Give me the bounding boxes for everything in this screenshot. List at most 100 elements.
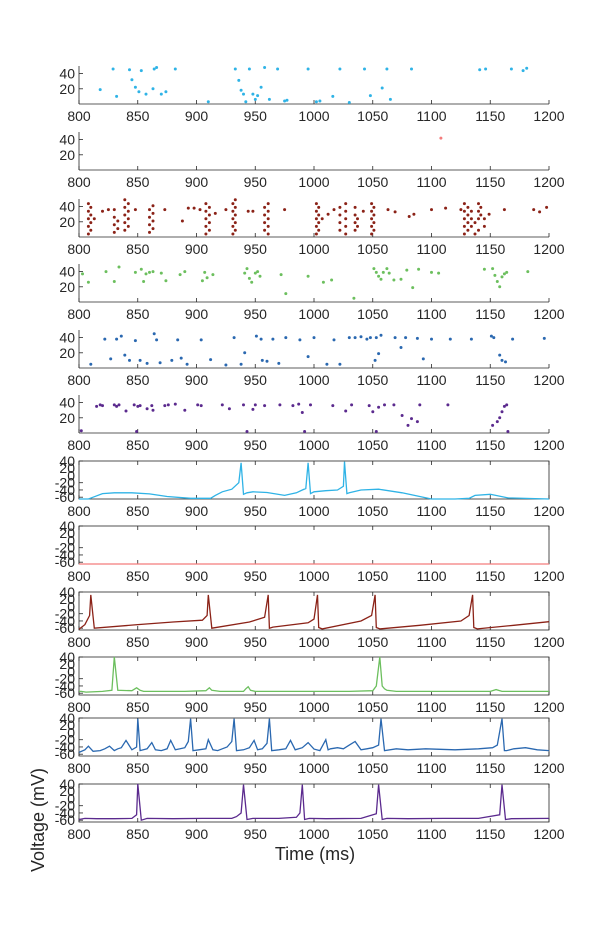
spike-point (163, 208, 167, 212)
spike-point (142, 280, 146, 283)
spike-point (207, 205, 211, 209)
spike-point (400, 414, 404, 417)
spike-point (244, 100, 248, 104)
spike-point (462, 202, 466, 206)
spike-point (484, 67, 488, 71)
x-tick-label: 850 (126, 174, 150, 190)
spike-point (115, 337, 119, 341)
spike-point (126, 224, 130, 228)
x-tick-label: 900 (185, 699, 209, 715)
spike-point (477, 202, 480, 206)
spike-point (415, 336, 419, 340)
spike-point (430, 208, 433, 212)
spike-point (331, 404, 335, 408)
spike-point (469, 217, 473, 221)
x-tick-label: 1150 (475, 760, 505, 776)
x-tick-label: 900 (185, 437, 209, 453)
x-tick-label: 800 (67, 241, 91, 257)
spike-point (430, 337, 433, 341)
spike-point (136, 404, 140, 408)
y-tick-label: -60 (55, 746, 75, 762)
axes-box (78, 717, 550, 757)
spike-point (112, 215, 116, 219)
y-tick-label: -40 (55, 678, 75, 694)
spike-point (224, 208, 228, 212)
spike-point (115, 94, 119, 98)
spike-point (151, 204, 155, 208)
spike-point (482, 224, 486, 228)
spike-point (166, 403, 170, 407)
x-tick-label: 950 (244, 437, 268, 453)
spike-point (372, 228, 376, 232)
spike-point (128, 68, 131, 72)
spike-point (246, 209, 250, 213)
x-tick-label: 900 (185, 568, 209, 584)
spike-point (500, 358, 504, 362)
spike-point (173, 67, 177, 71)
x-tick-label: 1000 (298, 241, 329, 257)
spike-point (266, 209, 270, 213)
spike-point (266, 224, 270, 228)
x-tick-label: 1100 (416, 174, 446, 190)
x-tick-label: 1100 (416, 306, 446, 322)
spike-point (106, 208, 110, 212)
x-tick-label: 850 (126, 826, 150, 842)
spike-point (410, 417, 413, 421)
x-tick-label: 1050 (357, 174, 388, 190)
panel-11: 800 850 900 950 1000 1050 1100 1150 1200 -60-40-2… (55, 710, 565, 776)
spike-point (477, 228, 480, 232)
spike-point (139, 69, 143, 73)
x-tick-label: 800 (67, 826, 91, 842)
spike-point (158, 361, 162, 365)
spike-point (469, 337, 473, 341)
spike-point (163, 404, 167, 408)
x-tick-label: 1050 (357, 241, 388, 257)
spike-point (104, 270, 108, 274)
spike-point (374, 270, 378, 274)
spike-point (411, 286, 415, 290)
x-tick-label: 950 (244, 306, 268, 322)
x-tick-label: 900 (185, 634, 209, 650)
spike-point (204, 202, 208, 206)
x-tick-label: 1100 (416, 760, 446, 776)
y-tick-label: -40 (55, 613, 75, 629)
x-tick-label: 800 (67, 699, 91, 715)
x-tick-label: 1150 (475, 108, 505, 124)
y-tick-label: 40 (59, 264, 75, 280)
spike-point (112, 230, 116, 234)
x-tick-label: 1200 (533, 568, 564, 584)
spike-point (373, 358, 377, 362)
spike-point (393, 210, 397, 214)
axes-box (78, 525, 550, 565)
spike-point (263, 205, 267, 209)
spike-point (263, 228, 267, 232)
spike-point (473, 232, 477, 236)
x-tick-label: 1150 (475, 437, 505, 453)
x-tick-label: 1200 (533, 306, 564, 322)
spike-point (385, 267, 389, 271)
spike-point (86, 209, 90, 213)
spike-point (372, 267, 376, 271)
spike-point (477, 209, 480, 213)
spike-point (207, 213, 211, 217)
spike-point (192, 206, 196, 210)
spike-point (145, 407, 149, 411)
x-tick-label: 950 (244, 503, 268, 519)
x-tick-label: 950 (244, 826, 268, 842)
x-tick-label: 800 (67, 503, 91, 519)
spike-point (233, 67, 237, 71)
x-tick-label: 900 (185, 826, 209, 842)
x-tick-label: 1000 (298, 699, 329, 715)
spike-point (164, 279, 168, 283)
axes-box (78, 783, 550, 823)
x-tick-label: 900 (185, 174, 209, 190)
spike-point (89, 362, 93, 366)
spike-point (265, 359, 269, 363)
spike-point (444, 206, 448, 210)
spike-point (245, 267, 249, 271)
spike-point (356, 224, 359, 228)
spike-point (256, 270, 260, 274)
